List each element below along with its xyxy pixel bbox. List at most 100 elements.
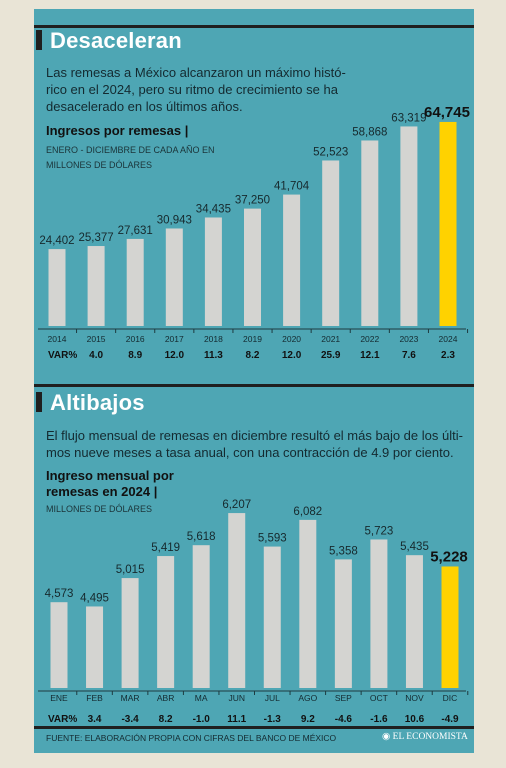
bar <box>228 513 246 688</box>
bar <box>50 602 68 688</box>
section-1-heading: Desaceleran <box>36 28 182 54</box>
x-tick-label: 2021 <box>321 334 340 344</box>
data-label: 58,868 <box>352 126 387 138</box>
x-tick-label: DIC <box>443 693 458 703</box>
description-line: desacelerado en los últimos años. <box>46 99 243 114</box>
bar <box>87 246 105 326</box>
data-label: 52,523 <box>313 146 348 158</box>
data-label: 64,745 <box>424 104 470 121</box>
section-2-top-rule <box>34 384 474 387</box>
x-tick-label: 2014 <box>48 334 67 344</box>
note-line: ENERO - DICIEMBRE DE CADA AÑO EN <box>46 145 215 155</box>
bar <box>283 194 301 326</box>
bar <box>48 249 66 326</box>
x-tick-label: SEP <box>335 693 352 703</box>
x-tick-label: MA <box>195 693 208 703</box>
section-1-top-rule <box>34 25 474 28</box>
section-2-heading: Altibajos <box>36 390 145 416</box>
var-value: 8.2 <box>246 350 260 361</box>
var-value: 8.2 <box>159 714 173 725</box>
x-tick-label: 2018 <box>204 334 223 344</box>
chart-2-note: MILLONES DE DÓLARES <box>46 504 153 514</box>
bar <box>121 578 139 688</box>
data-label: 4,495 <box>80 592 109 604</box>
description-line: Las remesas a México alcanzaron un máxim… <box>46 65 346 80</box>
heading-marker <box>36 30 42 50</box>
x-tick-label: NOV <box>405 693 424 703</box>
bar <box>334 559 352 688</box>
var-label: VAR% <box>48 350 77 361</box>
bar <box>126 238 144 326</box>
x-tick-label: 2017 <box>165 334 184 344</box>
x-tick-label: ENE <box>50 693 68 703</box>
bar <box>322 160 340 326</box>
var-value: -1.6 <box>370 714 388 725</box>
bar <box>157 556 175 688</box>
var-value: -4.6 <box>335 714 353 725</box>
bar <box>263 546 281 688</box>
var-value: 10.6 <box>405 714 425 725</box>
bar <box>370 539 388 688</box>
footer-rule <box>34 726 474 729</box>
note-line: MILLONES DE DÓLARES <box>46 160 153 170</box>
bar <box>405 555 423 688</box>
var-value: -3.4 <box>121 714 139 725</box>
var-value: -4.9 <box>441 714 459 725</box>
data-label: 5,228 <box>430 548 468 565</box>
section-2-heading-text: Altibajos <box>50 390 145 415</box>
brand-icon: ◉ <box>382 732 393 742</box>
data-label: 25,377 <box>79 232 114 244</box>
data-label: 34,435 <box>196 203 231 215</box>
x-tick-label: FEB <box>86 693 103 703</box>
data-label: 5,015 <box>116 564 145 576</box>
data-label: 5,618 <box>187 531 216 543</box>
data-label: 5,419 <box>151 542 180 554</box>
highlight-bar <box>439 121 457 326</box>
x-tick-label: ABR <box>157 693 174 703</box>
var-value: 25.9 <box>321 350 341 361</box>
chart-2-title: Ingreso mensual por remesas en 2024 | <box>46 468 174 500</box>
title-line: remesas en 2024 | <box>46 484 158 499</box>
x-tick-label: 2016 <box>126 334 145 344</box>
bar <box>400 126 418 326</box>
chart-1-note: ENERO - DICIEMBRE DE CADA AÑO EN MILLONE… <box>46 143 215 173</box>
highlight-bar <box>441 566 459 688</box>
data-label: 5,723 <box>365 525 394 537</box>
data-label: 24,402 <box>39 235 74 247</box>
data-label: 63,319 <box>391 112 426 124</box>
var-value: 4.0 <box>89 350 103 361</box>
data-label: 6,207 <box>222 499 251 511</box>
x-tick-label: 2015 <box>87 334 106 344</box>
section-2-description: El flujo mensual de remesas en diciembre… <box>46 427 463 461</box>
data-label: 5,593 <box>258 533 287 545</box>
x-tick-label: OCT <box>370 693 388 703</box>
bar <box>299 519 317 688</box>
var-value: 9.2 <box>301 714 315 725</box>
x-tick-label: MAR <box>121 693 140 703</box>
heading-marker <box>36 392 42 412</box>
x-tick-label: AGO <box>298 693 317 703</box>
title-line: Ingreso mensual por <box>46 468 174 483</box>
description-line: El flujo mensual de remesas en diciembre… <box>46 428 463 443</box>
var-value: 11.1 <box>227 714 246 725</box>
var-value: 2.3 <box>441 350 455 361</box>
bar <box>244 208 261 326</box>
data-label: 37,250 <box>235 195 270 207</box>
var-value: 3.4 <box>88 714 102 725</box>
var-value: 12.0 <box>282 350 302 361</box>
data-label: 30,943 <box>157 214 192 226</box>
var-value: 7.6 <box>402 350 416 361</box>
source-note: FUENTE: ELABORACIÓN PROPIA CON CIFRAS DE… <box>46 733 337 743</box>
var-value: 12.1 <box>360 350 380 361</box>
brand-text: EL ECONOMISTA <box>392 732 468 742</box>
bar <box>86 606 104 688</box>
bar <box>361 140 379 326</box>
data-label: 4,573 <box>45 588 74 600</box>
brand-logo: ◉ EL ECONOMISTA <box>382 731 468 742</box>
description-line: mos nueve meses a tasa anual, con una co… <box>46 445 454 460</box>
var-value: 12.0 <box>165 350 185 361</box>
var-value: 11.3 <box>204 350 223 361</box>
description-line: rico en el 2024, pero su ritmo de crecim… <box>46 82 338 97</box>
section-1-description: Las remesas a México alcanzaron un máxim… <box>46 64 346 115</box>
